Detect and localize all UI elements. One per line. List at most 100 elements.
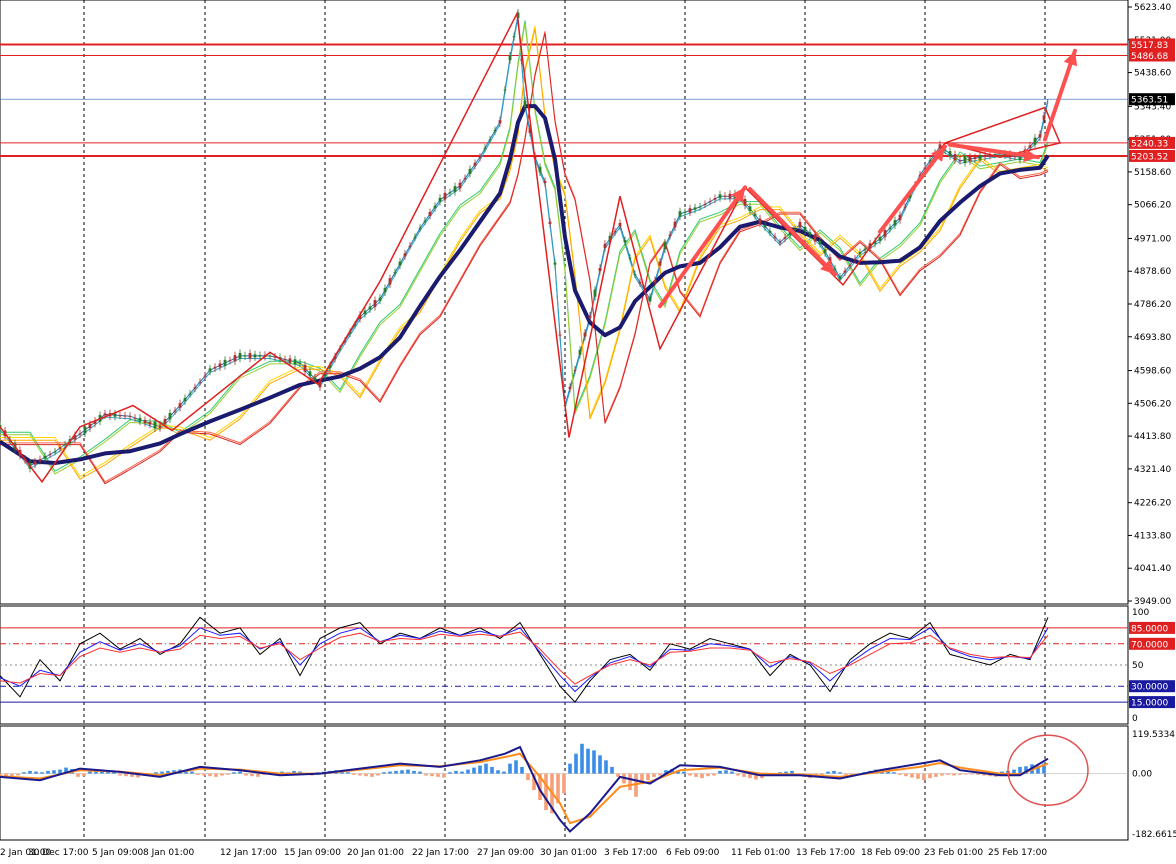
trend-arrow-head	[930, 146, 945, 162]
candle-body	[818, 240, 822, 244]
macd-histogram-bar	[664, 770, 668, 774]
candle-body	[838, 276, 842, 280]
macd-histogram-bar	[544, 773, 548, 810]
ribbon-line	[0, 32, 1049, 485]
macd-histogram-bar	[526, 773, 530, 781]
macd-histogram-bar	[478, 765, 482, 774]
candle-body	[318, 381, 322, 388]
candle-body	[488, 139, 492, 141]
candle-body	[863, 248, 867, 251]
candle-body	[668, 234, 672, 236]
oscillator-series-line	[0, 631, 1049, 685]
macd-histogram-bar	[358, 773, 362, 776]
macd-histogram-bar	[388, 771, 392, 774]
macd-histogram-bar	[208, 773, 212, 777]
macd-histogram-bar	[724, 770, 728, 774]
price-level-badge	[1129, 93, 1175, 106]
candle-body	[213, 366, 217, 369]
price-level-badge	[1129, 49, 1175, 62]
candle-body	[588, 315, 592, 319]
macd-histogram-bar	[556, 773, 560, 804]
candle-body	[33, 461, 37, 465]
candle-body	[228, 360, 232, 362]
macd-histogram-bar	[400, 770, 404, 774]
candle-body	[353, 324, 357, 326]
oscillator-level-badge	[1129, 680, 1175, 693]
candle-body	[543, 181, 547, 184]
candle-body	[928, 160, 932, 162]
candle-body	[358, 314, 362, 320]
candle-body	[813, 234, 817, 242]
oscillator-panel-frame	[0, 605, 1129, 725]
candle-body	[808, 232, 812, 235]
macd-histogram-bar	[952, 773, 956, 776]
candle-body	[723, 195, 727, 197]
candle-body	[633, 274, 637, 276]
candle-body	[698, 206, 702, 208]
macd-histogram-bar	[910, 773, 914, 778]
macd-histogram-bar	[484, 763, 488, 774]
price-axis-tick-label: 4413.80	[1134, 432, 1171, 442]
candle-body	[453, 186, 457, 193]
macd-histogram-bar	[1036, 765, 1040, 774]
candle-body	[203, 375, 207, 377]
macd-histogram-bar	[646, 773, 650, 781]
candle-body	[978, 154, 982, 160]
candle-body	[323, 374, 327, 377]
macd-histogram-bar	[292, 770, 296, 774]
candle-body	[523, 100, 527, 108]
macd-histogram-bar	[256, 773, 260, 777]
candle-body	[483, 147, 487, 149]
candle-body	[878, 236, 882, 241]
macd-histogram-bar	[244, 773, 248, 776]
oscillator-level-badge	[1129, 621, 1175, 634]
candle-body	[1013, 156, 1017, 158]
macd-histogram-bar	[820, 773, 824, 776]
candle-body	[798, 221, 802, 228]
candle-body	[1038, 134, 1042, 138]
macd-histogram-bar	[568, 763, 572, 774]
price-axis-tick-label: 5066.20	[1134, 201, 1171, 211]
macd-histogram-bar	[934, 773, 938, 777]
candle-body	[583, 332, 587, 337]
macd-histogram-bar	[40, 772, 44, 774]
candle-body	[848, 265, 852, 267]
candle-body	[303, 364, 307, 372]
candle-body	[943, 149, 947, 151]
candle-body	[623, 240, 627, 243]
candle-body	[218, 363, 222, 368]
candle-body	[918, 174, 922, 176]
macd-histogram-bar	[52, 770, 56, 774]
candle-body	[688, 208, 692, 213]
candle-body	[343, 340, 347, 342]
macd-histogram-bar	[958, 773, 962, 775]
candle-body	[658, 261, 662, 266]
candle-body	[388, 278, 392, 285]
trend-arrow-head	[1063, 50, 1078, 67]
macd-histogram-bar	[580, 743, 584, 774]
candle-body	[268, 355, 272, 357]
candle-body	[778, 242, 782, 244]
macd-histogram-bar	[514, 760, 518, 774]
candle-body	[1042, 115, 1046, 120]
candle-body	[53, 451, 57, 453]
macd-histogram-bar	[736, 773, 740, 776]
macd-histogram-bar	[826, 771, 830, 774]
macd-histogram-bar	[238, 771, 242, 774]
candle-body	[823, 249, 827, 254]
macd-histogram-bar	[940, 773, 944, 776]
price-axis-tick-label: 5343.40	[1134, 102, 1171, 112]
candle-body	[520, 59, 523, 61]
time-axis-tick-label: 15 Jan 09:00	[284, 848, 341, 858]
macd-histogram-bar	[0, 773, 2, 777]
candle-body	[593, 289, 597, 297]
candle-body	[858, 252, 862, 254]
candle-body	[693, 207, 697, 210]
price-axis-tick-label: 4693.80	[1134, 333, 1171, 343]
candle-body	[968, 156, 972, 162]
macd-histogram-bar	[424, 773, 428, 776]
macd-histogram-bar	[454, 770, 458, 774]
macd-histogram-bar	[112, 772, 116, 774]
macd-histogram-bar	[28, 770, 32, 774]
